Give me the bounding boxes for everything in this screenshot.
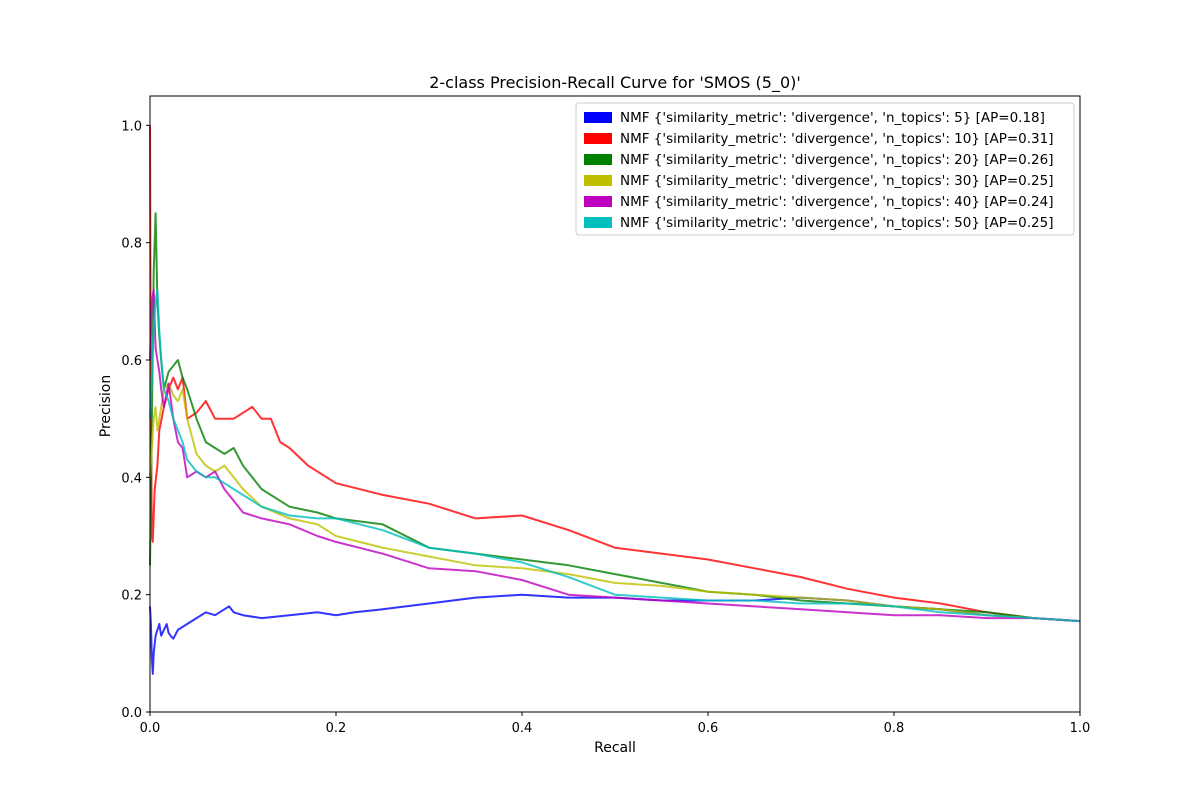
legend-swatch: [584, 196, 612, 207]
y-tick-label: 0.0: [121, 706, 142, 721]
x-tick-label: 0.6: [698, 721, 719, 736]
legend-swatch: [584, 175, 612, 186]
y-axis-label: Precision: [98, 375, 114, 437]
y-axis-ticks: 0.0 0.2 0.4 0.6 0.8 1.0: [121, 119, 150, 721]
x-tick-label: 0.2: [326, 721, 347, 736]
legend-entry-label: NMF {'similarity_metric': 'divergence', …: [620, 110, 1045, 126]
x-tick-label: 0.0: [140, 721, 161, 736]
y-tick-label: 1.0: [121, 119, 142, 134]
legend-entry-label: NMF {'similarity_metric': 'divergence', …: [620, 194, 1054, 210]
legend-swatch: [584, 133, 612, 144]
legend: NMF {'similarity_metric': 'divergence', …: [575, 102, 1075, 236]
legend-entry-label: NMF {'similarity_metric': 'divergence', …: [620, 152, 1054, 168]
x-axis-ticks: 0.0 0.2 0.4 0.6 0.8 1.0: [140, 712, 1091, 736]
legend-entry-label: NMF {'similarity_metric': 'divergence', …: [620, 215, 1054, 231]
legend-swatch: [584, 154, 612, 165]
series-line-5: [149, 288, 1081, 623]
series-line-4: [149, 288, 1081, 623]
series-lines: [149, 125, 1081, 675]
y-tick-label: 0.8: [121, 237, 142, 252]
y-tick-label: 0.2: [121, 589, 142, 604]
plot-area-frame: [149, 95, 1081, 713]
x-tick-label: 0.4: [512, 721, 533, 736]
legend-swatch: [584, 217, 612, 228]
y-tick-label: 0.6: [121, 354, 142, 369]
x-tick-label: 1.0: [1070, 721, 1091, 736]
legend-entry-label: NMF {'similarity_metric': 'divergence', …: [620, 131, 1054, 147]
x-axis-label: Recall: [594, 740, 636, 756]
chart-title: 2-class Precision-Recall Curve for 'SMOS…: [429, 73, 801, 93]
y-tick-label: 0.4: [121, 471, 142, 486]
legend-frame: [575, 102, 1075, 236]
legend-swatch: [584, 112, 612, 123]
series-line-1: [149, 125, 1081, 623]
legend-entry-label: NMF {'similarity_metric': 'divergence', …: [620, 173, 1054, 189]
x-tick-label: 0.8: [884, 721, 905, 736]
